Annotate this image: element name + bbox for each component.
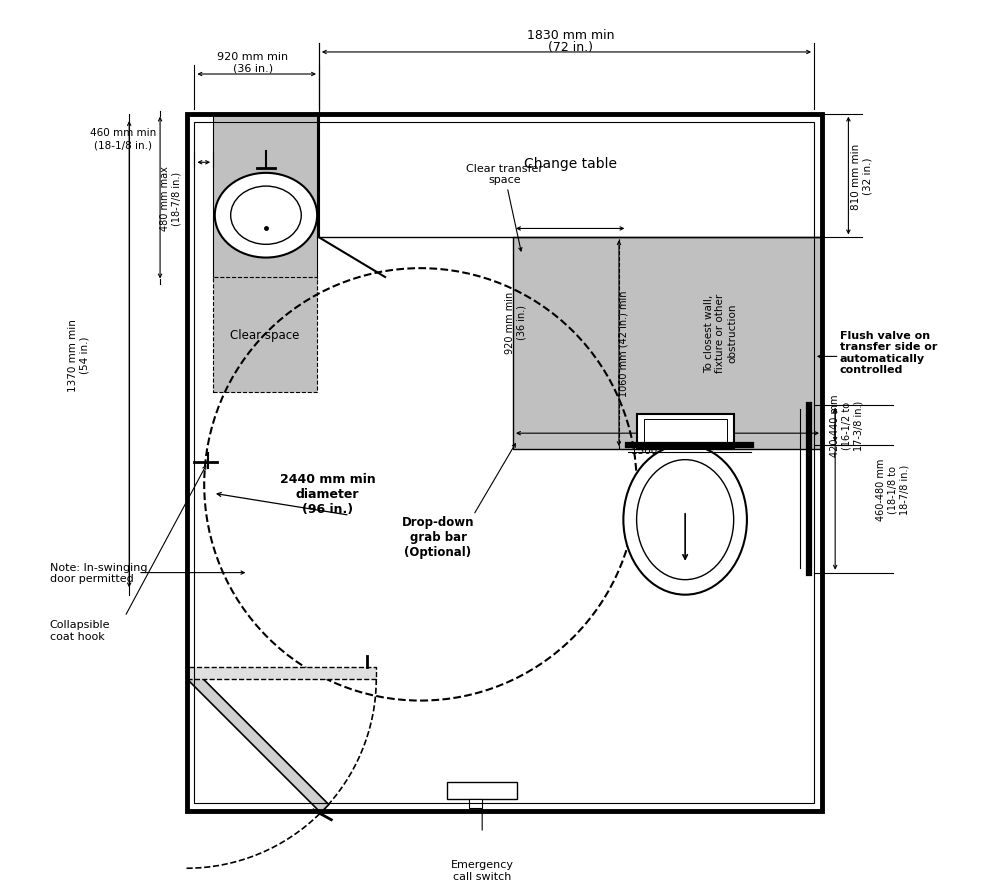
Text: Clear space: Clear space bbox=[231, 329, 300, 341]
Ellipse shape bbox=[231, 187, 301, 245]
Text: Note: In-swinging
door permitted: Note: In-swinging door permitted bbox=[50, 563, 147, 584]
Text: 920 mm min: 920 mm min bbox=[217, 52, 289, 62]
Ellipse shape bbox=[624, 445, 747, 595]
Text: Change table: Change table bbox=[524, 157, 617, 171]
Ellipse shape bbox=[215, 174, 317, 259]
Bar bbox=[213, 277, 317, 392]
Text: Collapsible
coat hook: Collapsible coat hook bbox=[50, 619, 110, 641]
Text: 480 mm max
(18-7/8 in.): 480 mm max (18-7/8 in.) bbox=[160, 166, 182, 230]
Bar bbox=[513, 238, 822, 449]
Text: (72 in.): (72 in.) bbox=[548, 41, 593, 54]
Text: (36 in.): (36 in.) bbox=[233, 64, 273, 74]
Text: Emergency
call switch: Emergency call switch bbox=[451, 859, 514, 881]
Ellipse shape bbox=[636, 460, 734, 580]
Text: 460-480 mm
(18-1/8 to
18-7/8 in.): 460-480 mm (18-1/8 to 18-7/8 in.) bbox=[876, 458, 909, 520]
Bar bbox=[643, 420, 727, 444]
Text: Clear transfer
space: Clear transfer space bbox=[465, 164, 543, 252]
Bar bbox=[447, 781, 518, 799]
Bar bbox=[636, 415, 734, 449]
Text: 2440 mm min
diameter
(96 in.): 2440 mm min diameter (96 in.) bbox=[280, 472, 376, 515]
Bar bbox=[469, 799, 482, 808]
Text: 1500 mm min
(59 in.): 1500 mm min (59 in.) bbox=[631, 445, 704, 467]
Text: 1060 mm (42 in.) min: 1060 mm (42 in.) min bbox=[619, 291, 628, 397]
Text: 810 mm min
(32 in.): 810 mm min (32 in.) bbox=[850, 144, 872, 209]
Polygon shape bbox=[187, 671, 329, 812]
Text: Drop-down
grab bar
(Optional): Drop-down grab bar (Optional) bbox=[402, 516, 474, 558]
Bar bbox=[213, 114, 317, 282]
Text: To closest wall,
fixture or other
obstruction: To closest wall, fixture or other obstru… bbox=[704, 293, 737, 373]
Text: 1370 mm min
(54 in.): 1370 mm min (54 in.) bbox=[68, 318, 89, 392]
Text: 460 mm min
(18-1/8 in.): 460 mm min (18-1/8 in.) bbox=[90, 128, 156, 150]
Text: 420-440 mm
(16-1/2 to
17-3/8 in.): 420-440 mm (16-1/2 to 17-3/8 in.) bbox=[830, 394, 863, 456]
Text: 920 mm min
(36 in.): 920 mm min (36 in.) bbox=[505, 291, 526, 354]
Text: Flush valve on
transfer side or
automatically
controlled: Flush valve on transfer side or automati… bbox=[840, 330, 937, 375]
Text: 1830 mm min: 1830 mm min bbox=[526, 28, 614, 42]
Bar bbox=[187, 667, 376, 679]
